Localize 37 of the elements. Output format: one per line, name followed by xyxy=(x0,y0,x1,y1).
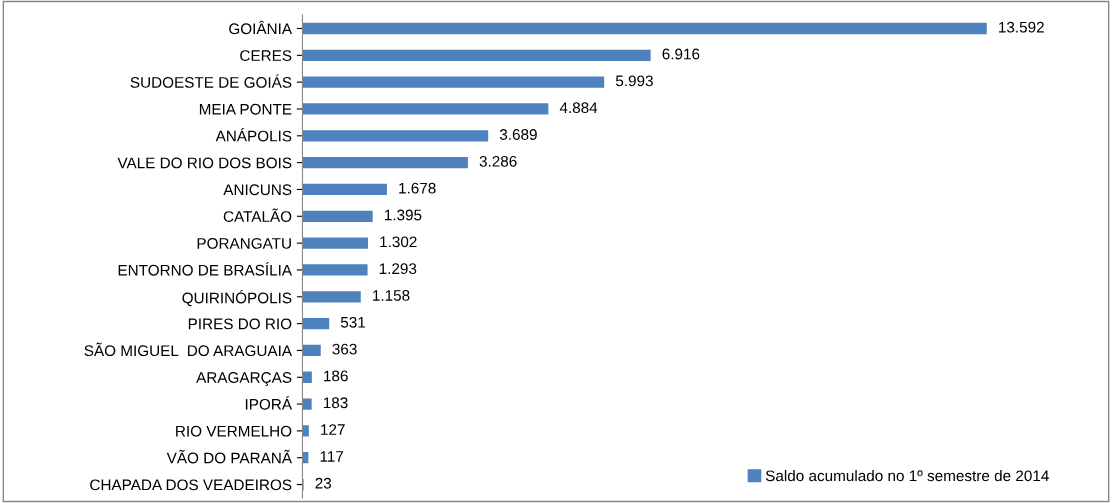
data-label: 363 xyxy=(332,343,357,355)
y-tick-label: RIO VERMELHO xyxy=(176,425,292,437)
y-tick-label: VALE DO RIO DOS BOIS xyxy=(117,157,292,169)
data-label: 1.302 xyxy=(380,236,417,248)
y-tick-label: SUDOESTE DE GOIÁS xyxy=(130,74,292,88)
data-label: 3.689 xyxy=(499,129,537,140)
data-label: 1.678 xyxy=(399,182,436,194)
y-tick-label: MEIA PONTE xyxy=(199,103,292,115)
y-tick-label: CATALÃO xyxy=(223,208,292,222)
data-label: 23 xyxy=(315,477,332,489)
y-tick-label: IPORÁ xyxy=(245,396,293,410)
y-tick-label: ANÁPOLIS xyxy=(215,128,292,142)
data-label: 13.592 xyxy=(999,21,1044,33)
y-tick-label: CERES xyxy=(240,50,292,62)
y-tick-label: ARAGARÇAS xyxy=(196,372,292,386)
y-tick-label: QUIRINÓPOLIS xyxy=(182,290,292,307)
y-tick-label: CHAPADA DOS VEADEIROS xyxy=(90,479,292,491)
y-tick-label: PORANGATU xyxy=(197,237,291,249)
data-label: 3.286 xyxy=(479,155,517,167)
data-label: 5.993 xyxy=(615,75,653,87)
data-label: 1.293 xyxy=(379,263,417,275)
legend-label: Saldo acumulado no 1º semestre de 2014 xyxy=(765,469,1049,482)
y-tick-label: SÃO MIGUEL DO ARAGUAIA xyxy=(84,342,293,357)
y-tick-label: ANICUNS xyxy=(223,184,292,196)
data-label: 1.395 xyxy=(384,209,422,221)
data-label: 531 xyxy=(340,316,366,328)
y-tick-label: ENTORNO DE BRASÍLIA xyxy=(118,262,293,276)
data-label: 183 xyxy=(323,397,348,409)
data-label: 117 xyxy=(320,451,344,462)
data-label: 6.916 xyxy=(662,48,700,60)
data-label: 186 xyxy=(324,370,348,382)
y-tick-label: VÃO DO PARANÃ xyxy=(166,449,293,464)
y-tick-label: GOIÂNIA xyxy=(229,20,293,35)
data-label: 127 xyxy=(321,424,345,435)
data-label: 1.158 xyxy=(373,290,410,301)
y-tick-label: PIRES DO RIO xyxy=(188,318,292,330)
data-label: 4.884 xyxy=(559,102,598,114)
